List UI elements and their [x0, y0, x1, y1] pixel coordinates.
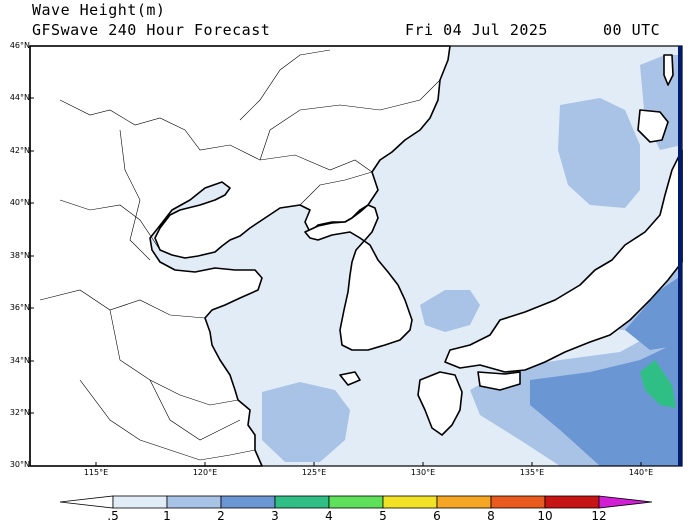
lat-label: 42°N — [9, 146, 30, 155]
lon-label: 115°E — [83, 468, 109, 477]
colorbar-bin — [436, 495, 492, 509]
colorbar-label: 10 — [537, 509, 553, 523]
colorbar-label: 12 — [591, 509, 607, 523]
colorbar-label: 3 — [271, 509, 279, 523]
colorbar-label: 1 — [163, 509, 171, 523]
lon-label: 125°E — [301, 468, 327, 477]
map-edge-strip — [678, 46, 682, 466]
lat-label: 30°N — [9, 460, 30, 469]
colorbar — [59, 495, 653, 509]
lat-label: 46°N — [9, 41, 30, 50]
colorbar-bin — [220, 495, 276, 509]
colorbar-label: 2 — [217, 509, 225, 523]
colorbar-bin — [274, 495, 330, 509]
lon-label: 120°E — [192, 468, 218, 477]
lat-label: 34°N — [9, 356, 30, 365]
colorbar-bin — [382, 495, 438, 509]
colorbar-bin — [112, 495, 168, 509]
colorbar-label: 5 — [379, 509, 387, 523]
lat-label: 40°N — [9, 198, 30, 207]
lat-label: 32°N — [9, 408, 30, 417]
colorbar-bin — [166, 495, 222, 509]
colorbar-label: 8 — [487, 509, 495, 523]
lat-label: 38°N — [9, 251, 30, 260]
axis-ticks — [30, 45, 642, 466]
forecast-date: Fri 04 Jul 2025 — [405, 21, 548, 39]
lat-label: 36°N — [9, 303, 30, 312]
model-label: GFSwave 240 Hour Forecast — [32, 21, 271, 39]
lon-label: 130°E — [410, 468, 436, 477]
colorbar-label: 6 — [433, 509, 441, 523]
lon-label: 140°E — [628, 468, 654, 477]
colorbar-bin — [328, 495, 384, 509]
chart-title: Wave Height(m) — [32, 1, 166, 19]
colorbar-bin — [490, 495, 546, 509]
forecast-time: 00 UTC — [603, 21, 661, 39]
lon-label: 135°E — [519, 468, 545, 477]
colorbar-high-arrow — [598, 495, 653, 509]
colorbar-label: 4 — [325, 509, 333, 523]
borders — [39, 49, 441, 461]
lat-label: 44°N — [9, 93, 30, 102]
colorbar-label: .5 — [107, 509, 119, 523]
colorbar-bin — [544, 495, 600, 509]
wave-zone-3-4m — [640, 360, 676, 408]
colorbar-low-arrow — [59, 495, 114, 509]
land-masses — [29, 45, 683, 467]
